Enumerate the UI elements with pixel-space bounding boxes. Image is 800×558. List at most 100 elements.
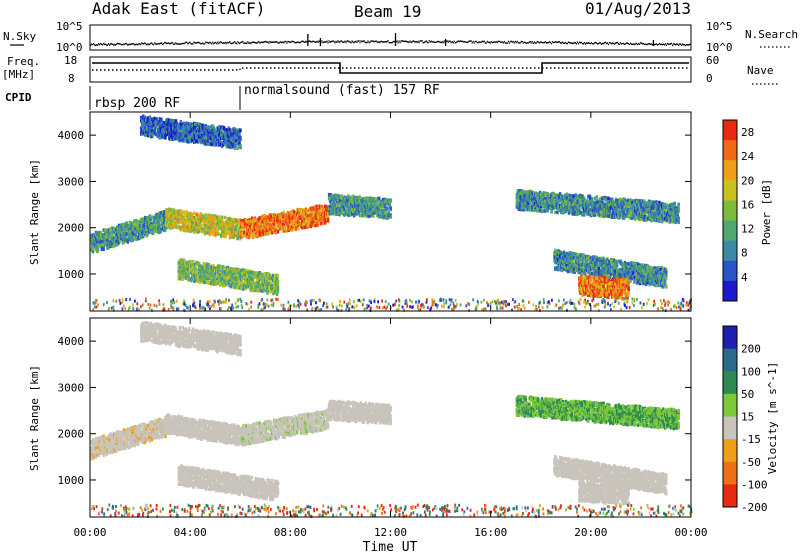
data-cell <box>235 228 237 231</box>
noise-point <box>508 41 509 42</box>
noise-point <box>661 44 662 45</box>
noise-point <box>93 43 94 44</box>
noise-point <box>567 43 568 44</box>
data-cell <box>242 268 244 271</box>
noise-point <box>671 43 672 44</box>
noise-point <box>619 44 620 45</box>
freq-label: Freq. <box>7 55 40 68</box>
noise-point <box>368 41 369 42</box>
noise-point <box>639 44 640 45</box>
noise-point <box>578 43 579 44</box>
data-cell <box>316 221 318 224</box>
noise-point <box>410 40 411 41</box>
noise-point <box>398 42 399 43</box>
noise-point <box>234 41 235 42</box>
beam-title: Beam 19 <box>354 2 421 21</box>
noise-point <box>212 42 213 43</box>
data-cell <box>160 118 162 121</box>
noise-point <box>236 43 237 44</box>
noise-point <box>108 43 109 44</box>
data-cell <box>372 215 374 218</box>
noise-point <box>409 42 410 43</box>
noise-point <box>126 43 127 44</box>
noise-point <box>453 42 454 43</box>
noise-point <box>484 41 485 42</box>
data-cell <box>221 216 223 219</box>
noise-point <box>672 45 673 46</box>
noise-point <box>229 41 230 42</box>
noise-point <box>422 40 423 41</box>
data-cell <box>159 230 161 233</box>
noise-point <box>617 42 618 43</box>
data-cell <box>97 247 99 250</box>
noise-point <box>174 43 175 44</box>
noise-point <box>600 42 601 43</box>
noise-point <box>517 41 518 42</box>
noise-point <box>490 42 491 43</box>
data-cell <box>284 226 286 229</box>
noise-point <box>109 44 110 45</box>
nave-label: Nave <box>747 64 774 77</box>
noise-point <box>666 45 667 46</box>
data-cell <box>149 215 151 218</box>
noise-point <box>551 43 552 44</box>
data-cell <box>92 250 94 253</box>
noise-point <box>286 42 287 43</box>
noise-point <box>326 41 327 42</box>
noise-point <box>397 40 398 41</box>
nave-trace <box>92 68 689 70</box>
noise-point <box>513 41 514 42</box>
noise-panel: N.Sky 10^5 10^0 10^5 10^0 N.Search <box>3 20 798 54</box>
noise-point <box>359 42 360 43</box>
noise-point <box>172 42 173 43</box>
data-cell <box>291 228 293 231</box>
noise-point <box>119 43 120 44</box>
noise-point <box>300 41 301 42</box>
noise-point <box>447 40 448 41</box>
noise-point <box>429 40 430 41</box>
noise-point <box>608 44 609 45</box>
noise-point <box>450 41 451 42</box>
noise-point <box>242 41 243 42</box>
noise-point <box>601 44 602 45</box>
radar-title: Adak East (fitACF) <box>92 0 265 18</box>
noise-tick-left-bottom: 10^0 <box>56 41 83 54</box>
noise-point <box>419 42 420 43</box>
data-cell <box>185 221 187 224</box>
data-cell <box>239 144 241 147</box>
cpid-row: CPID rbsp 200 RF normalsound (fast) 157 … <box>5 83 440 111</box>
cpid-segment-1: rbsp 200 RF <box>94 96 180 111</box>
noise-point <box>444 40 445 41</box>
power-data <box>90 114 692 312</box>
noise-point <box>360 40 361 41</box>
freq-tick-bottom: 8 <box>68 72 75 85</box>
noise-point <box>486 42 487 43</box>
noise-point <box>522 41 523 42</box>
noise-point <box>507 43 508 44</box>
data-cell <box>224 216 226 219</box>
noise-point <box>226 43 227 44</box>
noise-point <box>536 42 537 43</box>
noise-point <box>472 42 473 43</box>
noise-point <box>336 42 337 43</box>
noise-point <box>584 42 585 43</box>
data-cell <box>327 219 329 222</box>
noise-point <box>367 42 368 43</box>
noise-point <box>454 41 455 42</box>
noise-point <box>678 45 679 46</box>
noise-point <box>151 42 152 43</box>
noise-trace <box>90 33 691 46</box>
noise-point <box>420 40 421 41</box>
noise-point <box>443 42 444 43</box>
noise-point <box>276 41 277 42</box>
noise-point <box>268 42 269 43</box>
noise-point <box>636 43 637 44</box>
noise-point <box>509 42 510 43</box>
noise-point <box>577 42 578 43</box>
noise-point <box>239 43 240 44</box>
nave-tick-bottom: 0 <box>706 72 713 85</box>
noise-point <box>327 42 328 43</box>
noise-point <box>576 43 577 44</box>
